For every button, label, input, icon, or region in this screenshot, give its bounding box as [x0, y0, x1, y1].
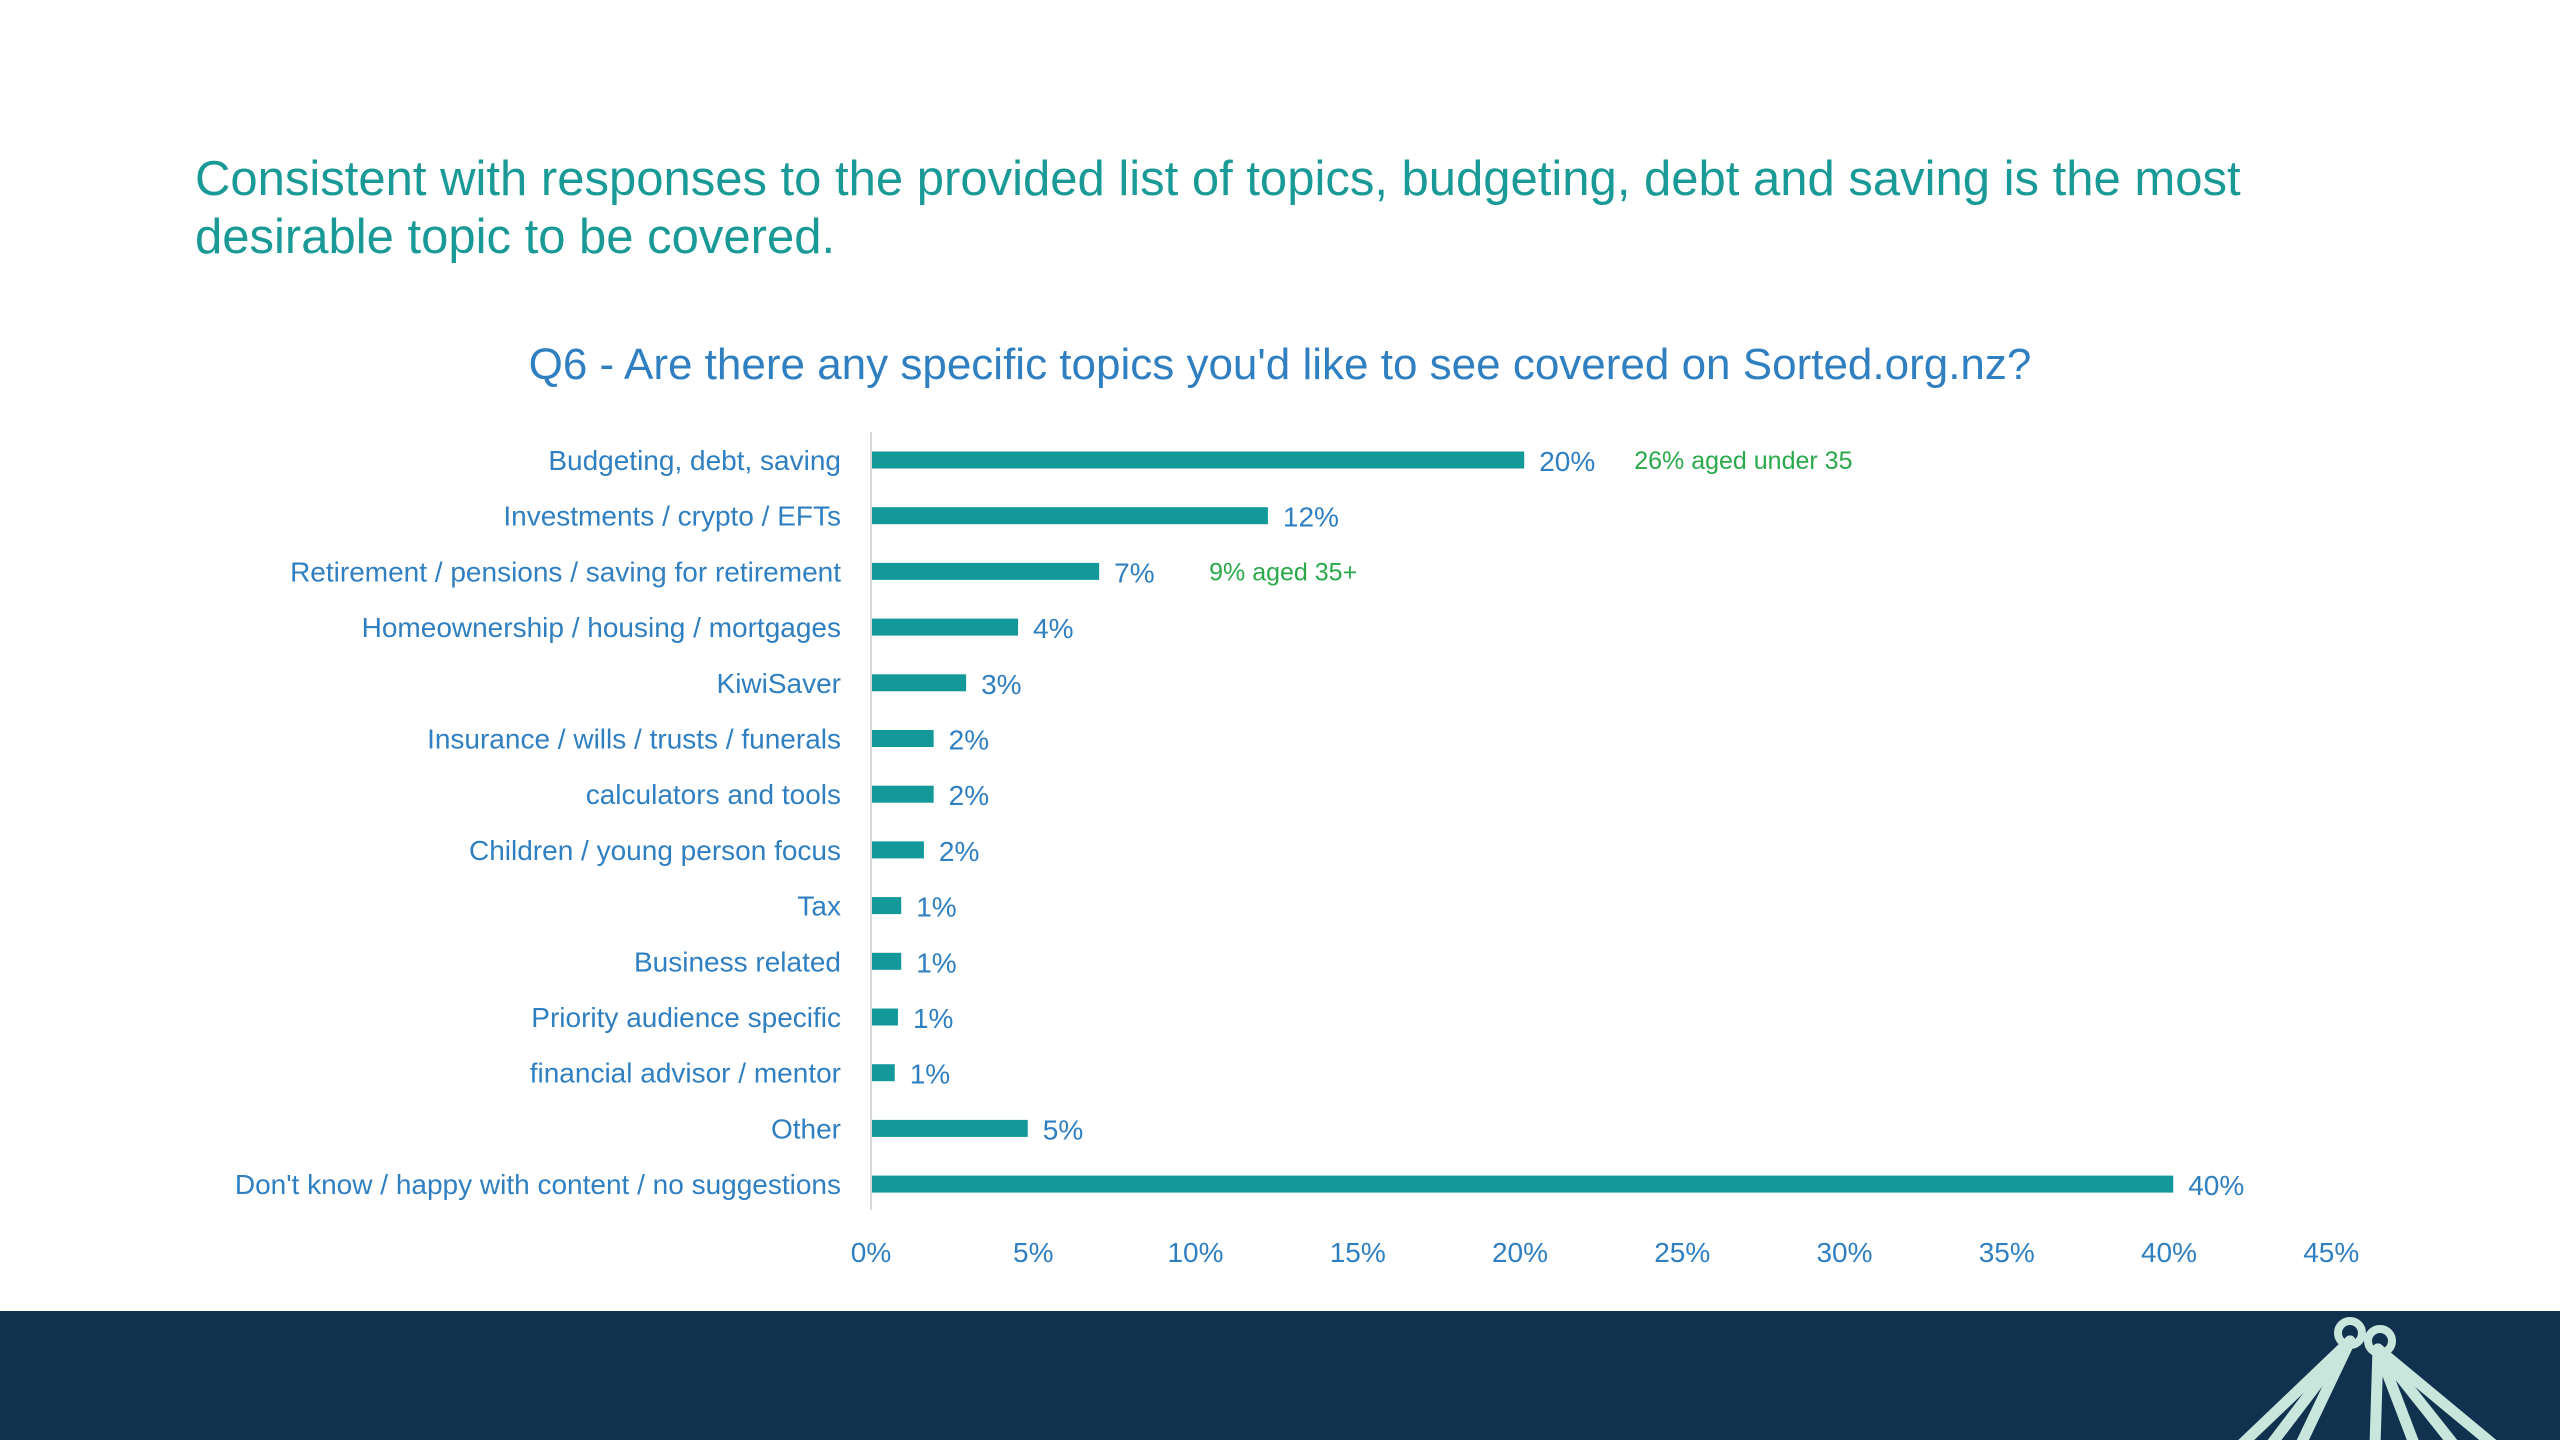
footer-band [0, 1311, 2560, 1440]
data-label: 40% [2188, 1170, 2244, 1201]
bar [872, 674, 967, 692]
data-label: 20% [1539, 446, 1595, 477]
category-label: Tax [797, 891, 841, 922]
x-tick-label: 35% [1979, 1237, 2035, 1268]
category-label: Homeownership / housing / mortgages [362, 612, 841, 643]
x-tick-label: 25% [1654, 1237, 1710, 1268]
bar [872, 1008, 898, 1026]
category-label: Investments / crypto / EFTs [503, 501, 841, 532]
data-label: 1% [916, 892, 956, 923]
data-label: 4% [1033, 613, 1073, 644]
bar [872, 952, 902, 970]
category-label: calculators and tools [586, 779, 841, 810]
data-label: 5% [1043, 1114, 1083, 1145]
data-label: 1% [910, 1059, 950, 1090]
data-label: 1% [913, 1003, 953, 1034]
bar [872, 1119, 1028, 1137]
data-label: 7% [1114, 557, 1154, 588]
bar [872, 1175, 2174, 1193]
x-tick-label: 45% [2303, 1237, 2359, 1268]
bar [872, 730, 934, 747]
data-label: 1% [916, 947, 956, 978]
category-label: Priority audience specific [531, 1002, 841, 1033]
annotation-label: 26% aged under 35 [1634, 447, 1852, 475]
leaf-fan-logo-icon [2238, 1317, 2497, 1440]
category-label: Budgeting, debt, saving [548, 445, 841, 476]
bar [872, 618, 1019, 636]
x-tick-label: 15% [1330, 1237, 1386, 1268]
x-tick-label: 40% [2141, 1237, 2197, 1268]
bar [872, 841, 924, 859]
x-tick-label: 20% [1492, 1237, 1548, 1268]
bar [872, 1064, 895, 1082]
bar [872, 785, 934, 803]
slide-headline: Consistent with responses to the provide… [195, 152, 2241, 264]
data-label: 2% [949, 780, 989, 811]
chart-title: Q6 - Are there any specific topics you'd… [528, 340, 2032, 389]
bar [872, 897, 902, 915]
category-label: Retirement / pensions / saving for retir… [290, 556, 841, 587]
x-tick-label: 30% [1816, 1237, 1872, 1268]
data-label: 12% [1283, 502, 1339, 533]
category-label: financial advisor / mentor [530, 1058, 841, 1089]
data-label: 3% [981, 669, 1021, 700]
category-label: Business related [634, 946, 841, 977]
category-label: KiwiSaver [717, 668, 841, 699]
category-label: Other [771, 1113, 841, 1144]
annotation-label: 9% aged 35+ [1209, 558, 1357, 586]
bar [872, 562, 1100, 580]
bar [872, 507, 1268, 525]
bar [872, 451, 1525, 469]
category-label: Don't know / happy with content / no sug… [235, 1169, 841, 1200]
x-tick-label: 10% [1167, 1237, 1223, 1268]
data-label: 2% [939, 836, 979, 867]
x-tick-label: 0% [851, 1237, 891, 1268]
category-label: Insurance / wills / trusts / funerals [427, 724, 841, 755]
category-label: Children / young person focus [469, 835, 841, 866]
data-label: 2% [949, 725, 989, 756]
x-tick-label: 5% [1013, 1237, 1053, 1268]
bar-chart: Budgeting, debt, saving 20% Investments / … [235, 432, 2359, 1268]
